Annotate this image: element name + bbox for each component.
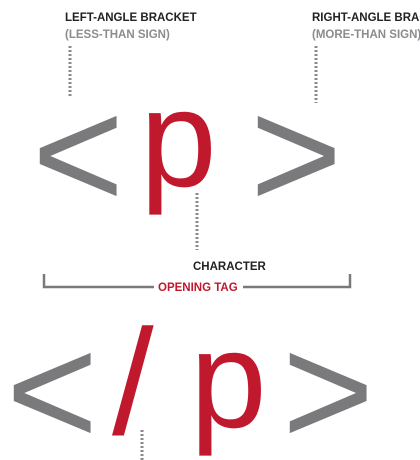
opening-tag-bracket-line — [42, 274, 352, 289]
opening-right-bracket: > — [250, 66, 342, 242]
closing-character: p — [190, 303, 267, 457]
closing-slash: / — [112, 298, 154, 460]
opening-left-bracket: < — [32, 66, 124, 242]
closing-left-bracket: < — [6, 303, 98, 460]
left-bracket-title: LEFT-ANGLE BRACKET — [65, 12, 197, 24]
right-bracket-subtitle: (MORE-THAN SIGN) — [312, 29, 420, 41]
right-bracket-title: RIGHT-ANGLE BRACKET — [312, 12, 420, 24]
closing-right-bracket: > — [282, 303, 374, 460]
left-bracket-subtitle: (LESS-THAN SIGN) — [65, 29, 170, 41]
opening-character: p — [140, 62, 217, 216]
opening-tag-label: OPENING TAG — [158, 282, 238, 294]
character-label: CHARACTER — [193, 261, 267, 273]
